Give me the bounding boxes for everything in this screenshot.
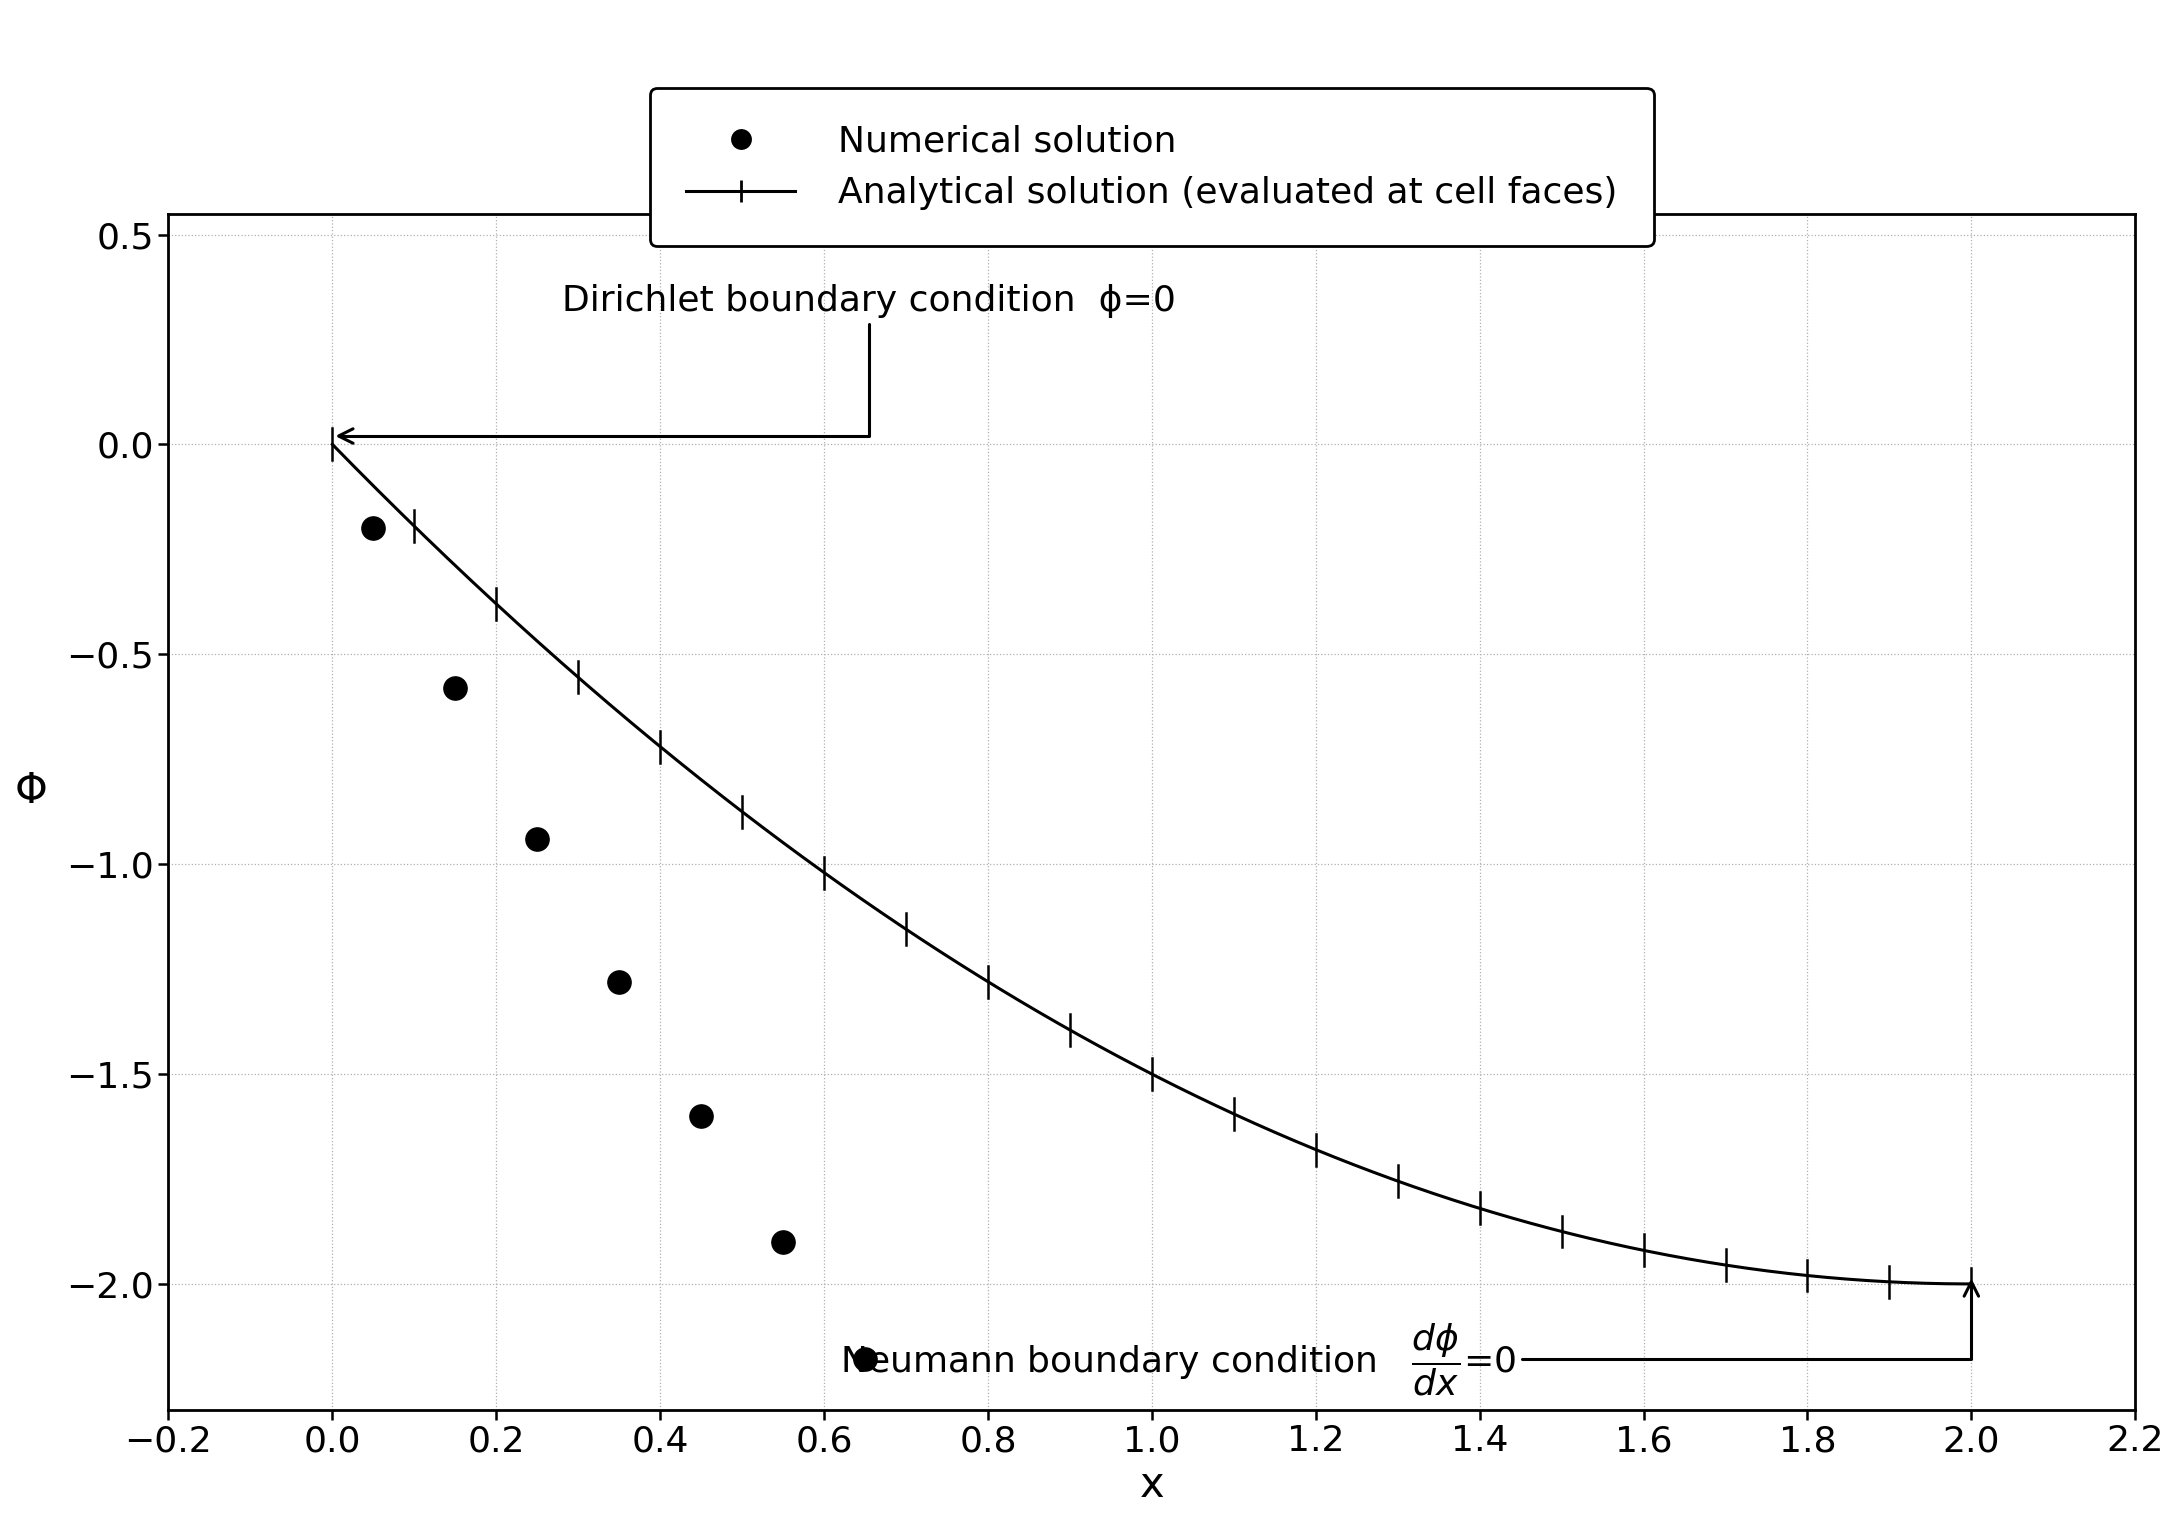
X-axis label: x: x [1140, 1465, 1164, 1506]
Point [355, 516, 390, 540]
Y-axis label: Φ: Φ [15, 770, 48, 812]
Point [930, 1457, 965, 1481]
Point [848, 1348, 882, 1372]
Text: Dirichlet boundary condition  ϕ=0: Dirichlet boundary condition ϕ=0 [338, 284, 1177, 443]
Point [438, 675, 473, 700]
Text: Neumann boundary condition   $\dfrac{d\phi}{dx}$=0: Neumann boundary condition $\dfrac{d\phi… [841, 1282, 1979, 1398]
Point [765, 1230, 800, 1255]
Legend: Numerical solution, Analytical solution (evaluated at cell faces): Numerical solution, Analytical solution … [649, 88, 1654, 246]
Point [521, 827, 556, 852]
Point [684, 1104, 719, 1129]
Point [601, 969, 636, 993]
